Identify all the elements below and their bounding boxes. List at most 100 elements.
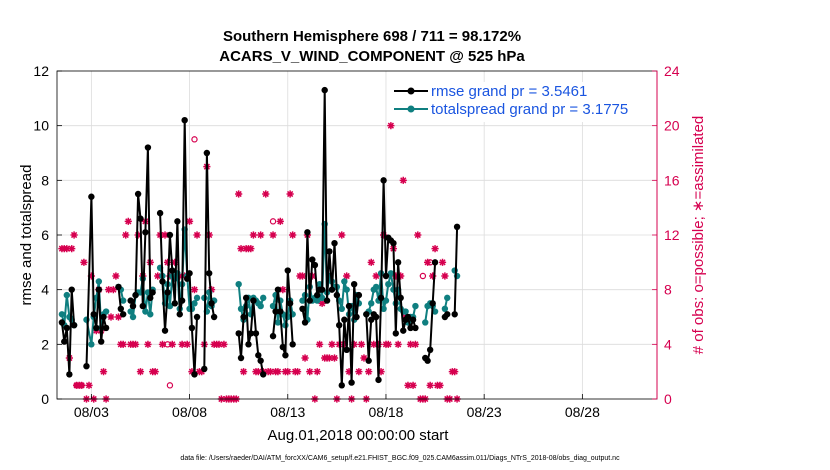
rmse-point	[304, 229, 311, 236]
totalspread-point	[257, 302, 264, 310]
rmse-point	[208, 300, 215, 307]
totalspread-point	[269, 302, 277, 310]
chart-title: Southern Hemisphere 698 / 711 = 98.172%	[223, 28, 521, 45]
obs-assimilated-marker	[411, 340, 420, 348]
rmse-point	[201, 365, 208, 373]
totalspread-point	[129, 313, 137, 321]
rmse-point	[63, 324, 71, 332]
obs-assimilated-marker	[360, 354, 368, 362]
y-tick-label: 6	[41, 227, 49, 243]
obs-assimilated-marker	[293, 368, 302, 376]
legend-spread-label: totalspread grand pr = 3.1775	[431, 101, 628, 118]
y2-tick-label: 16	[664, 172, 680, 188]
legend-spread-marker	[407, 105, 415, 113]
obs-assimilated-marker	[404, 381, 412, 389]
legend-box	[390, 82, 652, 122]
obs-assimilated-marker	[328, 340, 336, 348]
rmse-point	[368, 316, 375, 323]
rmse-point	[400, 327, 407, 334]
rmse-point	[137, 215, 144, 222]
rmse-point	[279, 343, 287, 351]
obs-assimilated-marker	[438, 258, 447, 266]
rmse-point	[328, 286, 336, 293]
rmse-point	[345, 302, 353, 310]
rmse-point	[178, 297, 186, 304]
rmse-point	[115, 283, 122, 291]
rmse-point	[255, 352, 262, 359]
y-axis-label: rmse and totalspread	[18, 165, 35, 306]
rmse-point	[284, 267, 291, 274]
obs-assimilated-marker	[318, 299, 326, 307]
rmse-point	[70, 322, 78, 329]
legend-rmse-label: rmse grand pr = 3.5461	[431, 83, 587, 100]
obs-assimilated-marker	[325, 354, 334, 362]
rmse-point	[159, 278, 166, 285]
obs-assimilated-marker	[380, 231, 388, 239]
obs-assimilated-marker	[249, 231, 257, 239]
rmse-point	[331, 240, 338, 247]
rmse-point	[119, 311, 127, 318]
obs-assimilated-marker	[406, 340, 415, 348]
obs-assimilated-marker	[99, 368, 108, 376]
obs-assimilated-marker	[185, 217, 194, 225]
obs-assimilated-marker	[161, 231, 169, 239]
obs-assimilated-marker	[350, 340, 358, 348]
obs-assimilated-marker	[178, 340, 186, 348]
rmse-point	[240, 313, 247, 321]
totalspread-point	[431, 308, 439, 315]
obs-assimilated-marker	[85, 381, 93, 389]
obs-assimilated-marker	[308, 272, 316, 280]
totalspread-point	[260, 294, 267, 302]
x-tick-label: 08/18	[368, 404, 403, 420]
rmse-point	[426, 346, 434, 353]
rmse-point	[289, 341, 296, 348]
rmse-point	[424, 357, 431, 364]
rmse-point	[58, 319, 66, 326]
rmse-point	[206, 270, 213, 277]
obs-assimilated-marker	[429, 272, 437, 280]
obs-assimilated-marker	[424, 258, 432, 266]
totalspread-point	[314, 297, 321, 304]
obs-assimilated-marker	[77, 381, 86, 389]
rmse-point	[144, 144, 152, 151]
obs-assimilated-marker	[372, 272, 380, 280]
obs-assimilated-marker	[431, 245, 439, 253]
y2-tick-label: 20	[664, 118, 680, 134]
rmse-point	[333, 291, 341, 299]
rmse-point	[247, 330, 255, 337]
obs-assimilated-marker	[168, 340, 176, 348]
y-axis-left: 0 2 4 6 8 10 12	[33, 63, 62, 407]
rmse-point	[336, 322, 343, 329]
rmse-point	[176, 311, 183, 318]
totalspread-point	[318, 294, 326, 302]
obs-assimilated-marker	[269, 231, 277, 239]
rmse-point	[164, 289, 171, 296]
totalspread-point	[299, 297, 306, 304]
obs-assimilated-marker	[279, 286, 287, 294]
rmse-point	[83, 363, 90, 370]
rmse-point	[181, 117, 188, 124]
obs-assimilated-marker	[134, 231, 142, 239]
series-layer	[58, 86, 461, 389]
rmse-point	[314, 291, 321, 299]
y2-axis-label: # of obs: o=possible; ∗=assimilated	[690, 116, 707, 355]
rmse-point	[139, 302, 147, 310]
rmse-point	[156, 209, 164, 217]
obs-assimilated-marker	[188, 368, 196, 376]
rmse-point	[269, 332, 277, 340]
x-tick-label: 08/23	[467, 404, 502, 420]
rmse-point	[260, 371, 267, 378]
totalspread-point	[237, 305, 245, 312]
rmse-point	[326, 248, 333, 255]
totalspread-point	[387, 270, 395, 277]
rmse-point	[97, 338, 105, 345]
rmse-point	[375, 376, 382, 384]
rmse-point	[100, 313, 107, 321]
totalspread-point	[444, 294, 451, 302]
rmse-point	[451, 311, 458, 318]
rmse-point	[277, 308, 284, 315]
rmse-point	[377, 294, 385, 302]
obs-assimilated-marker	[112, 272, 120, 280]
obs-possible-marker	[166, 382, 174, 389]
